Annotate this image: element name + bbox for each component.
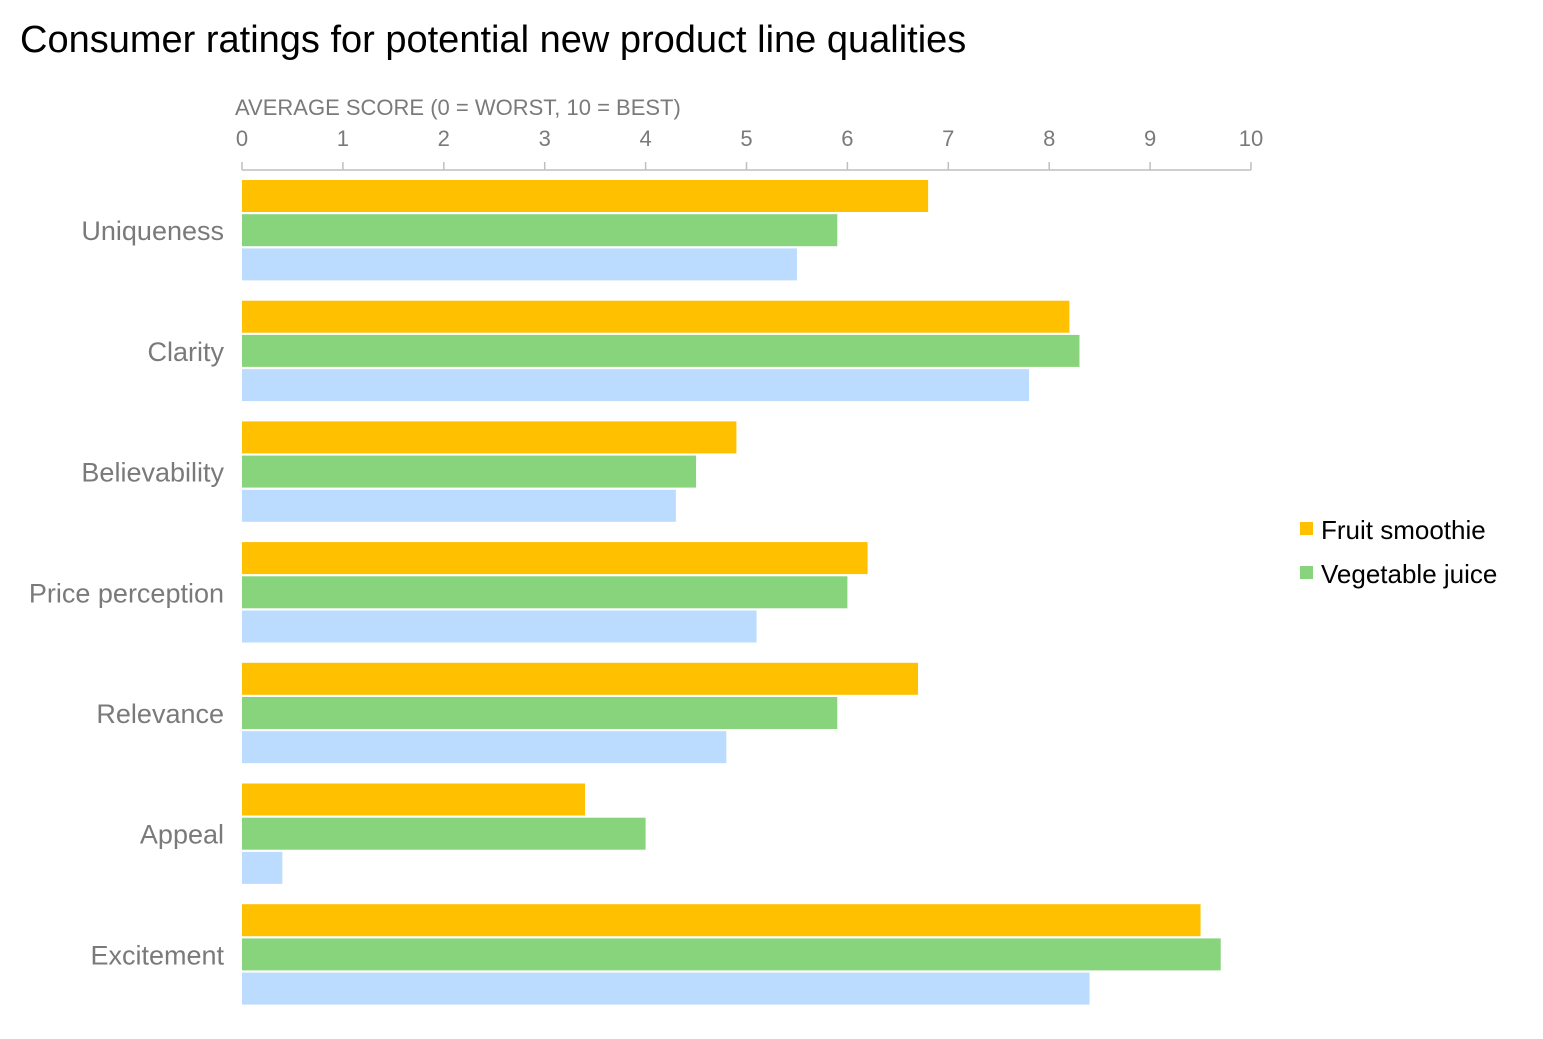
bar bbox=[242, 214, 838, 247]
x-axis-title: AVERAGE SCORE (0 = WORST, 10 = BEST) bbox=[235, 95, 681, 120]
category-labels: Uniqueness Clarity Believability Price perc… bbox=[29, 216, 225, 970]
legend-swatch bbox=[1300, 566, 1313, 579]
category-label: Uniqueness bbox=[81, 216, 224, 246]
x-tick-label: 10 bbox=[1239, 126, 1263, 151]
category-label: Appeal bbox=[140, 820, 224, 850]
x-axis: 0 1 2 3 4 5 6 7 8 9 10 bbox=[236, 126, 1263, 171]
category-label: Price perception bbox=[29, 578, 224, 608]
x-tick-label: 8 bbox=[1043, 126, 1055, 151]
category-label: Believability bbox=[81, 458, 224, 488]
bar bbox=[242, 300, 1070, 333]
x-tick-label: 3 bbox=[539, 126, 551, 151]
legend: Fruit smoothie Vegetable juice bbox=[1300, 515, 1497, 589]
bar bbox=[242, 489, 676, 522]
legend-label: Fruit smoothie bbox=[1321, 515, 1486, 545]
bar bbox=[242, 334, 1080, 367]
bar bbox=[242, 783, 586, 816]
x-tick-label: 6 bbox=[841, 126, 853, 151]
legend-swatch bbox=[1300, 522, 1313, 535]
bar bbox=[242, 731, 727, 764]
x-tick-label: 2 bbox=[438, 126, 450, 151]
bar bbox=[242, 421, 737, 454]
bar bbox=[242, 817, 646, 850]
bar bbox=[242, 938, 1221, 971]
category-label: Excitement bbox=[90, 940, 224, 970]
x-tick-label: 1 bbox=[337, 126, 349, 151]
x-tick-label: 0 bbox=[236, 126, 248, 151]
bar bbox=[242, 972, 1090, 1005]
bar bbox=[242, 180, 929, 212]
bar bbox=[242, 248, 797, 281]
chart-title: Consumer ratings for potential new produ… bbox=[20, 19, 966, 61]
bar bbox=[242, 369, 1030, 402]
bars bbox=[242, 180, 1221, 1005]
bar bbox=[242, 455, 697, 488]
bar bbox=[242, 851, 283, 884]
bar bbox=[242, 542, 868, 575]
legend-label: Vegetable juice bbox=[1321, 559, 1497, 589]
x-tick-label: 9 bbox=[1144, 126, 1156, 151]
bar bbox=[242, 697, 838, 729]
bar bbox=[242, 904, 1201, 937]
x-tick-label: 7 bbox=[942, 126, 954, 151]
category-label: Relevance bbox=[96, 699, 224, 729]
x-tick-label: 4 bbox=[639, 126, 651, 151]
category-label: Clarity bbox=[147, 337, 224, 367]
x-tick-label: 5 bbox=[740, 126, 752, 151]
bar bbox=[242, 610, 757, 643]
bar bbox=[242, 662, 919, 695]
bar bbox=[242, 576, 848, 609]
